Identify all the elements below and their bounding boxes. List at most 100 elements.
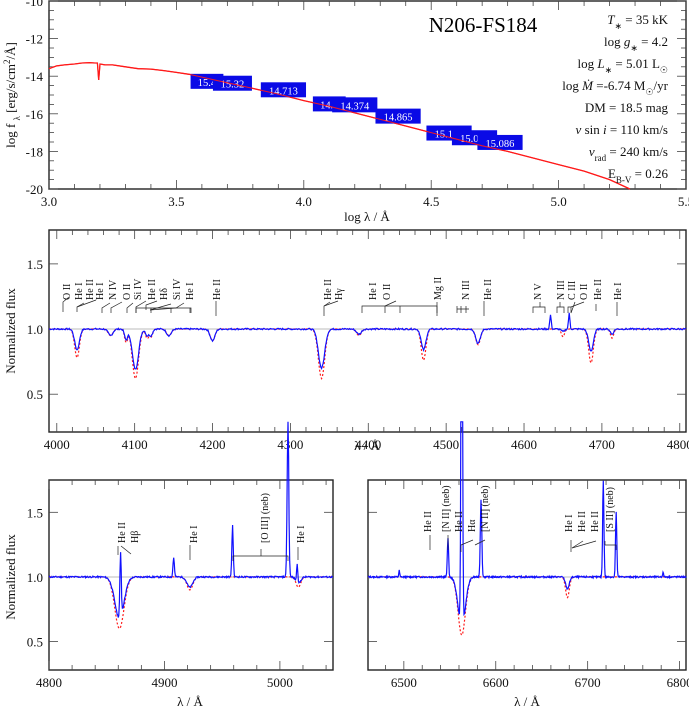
- photometry-marker: 15.086: [477, 134, 523, 150]
- line-identification: He II: [212, 279, 223, 300]
- halpha-x-axis-label: λ / Å: [514, 694, 540, 709]
- y-tick-label: 1.0: [27, 570, 43, 585]
- x-tick-label: 4800: [36, 675, 62, 690]
- line-identification: N V: [533, 282, 544, 300]
- svg-text:15.127: 15.127: [435, 130, 464, 141]
- line-identification: He II: [593, 279, 604, 300]
- observed-spectrum: [48, 312, 687, 371]
- model-sed-line: [48, 62, 631, 190]
- line-identification: He II: [117, 522, 128, 543]
- line-identification: He I: [185, 283, 196, 301]
- line-identification: O II: [122, 284, 133, 300]
- line-identification: O II: [382, 284, 393, 300]
- svg-text:14.865: 14.865: [384, 113, 413, 124]
- y-tick-label: 0.5: [27, 635, 43, 650]
- line-identification: He I: [368, 283, 379, 301]
- observed-spectrum: [48, 421, 334, 618]
- line-identification: Hα: [467, 519, 478, 532]
- x-tick-label: 4.0: [296, 194, 312, 209]
- stellar-parameter-7: EB-V = 0.26: [608, 166, 669, 185]
- y-tick-label: 1.0: [27, 322, 43, 337]
- line-identification: [O III] (neb): [260, 493, 271, 543]
- plot-frame: [48, 0, 687, 190]
- star-name-title: N206-FS184: [429, 13, 538, 37]
- line-identification: He I: [564, 515, 575, 533]
- y-tick-label: -16: [26, 107, 44, 122]
- line-identification: N III: [461, 280, 472, 300]
- sed-x-axis-label: log λ / Å: [344, 209, 390, 224]
- x-tick-label: 4400: [355, 437, 381, 452]
- line-identification: He II: [423, 511, 434, 532]
- svg-text:14.374: 14.374: [340, 101, 370, 112]
- svg-text:14.713: 14.713: [269, 86, 298, 97]
- x-tick-label: 4000: [44, 437, 70, 452]
- x-tick-label: 3.0: [41, 194, 57, 209]
- line-identification: He II: [323, 279, 334, 300]
- x-tick-label: 6700: [575, 675, 601, 690]
- line-identification: [N II] (neb): [441, 485, 452, 532]
- line-identification: Si IV: [133, 278, 144, 300]
- observed-spectrum: [367, 421, 687, 617]
- photometry-marker: 14.374: [332, 97, 378, 113]
- stellar-parameter-3: log Ṁ =-6.74 M☉/yr: [562, 78, 668, 97]
- svg-text:15.086: 15.086: [486, 139, 515, 150]
- photometry-marker: 15.32: [212, 75, 252, 91]
- y-tick-label: -10: [26, 0, 43, 9]
- blue-x-axis-label: λ / Å: [354, 438, 380, 453]
- line-identification: Hβ: [130, 531, 141, 543]
- line-identification: Si IV: [172, 278, 183, 300]
- line-identification: N IV: [108, 279, 119, 300]
- x-tick-label: 4700: [589, 437, 615, 452]
- line-identification: C III: [567, 281, 578, 300]
- line-identification: He II: [454, 511, 465, 532]
- line-identification: He I: [613, 283, 624, 301]
- x-tick-label: 6600: [483, 675, 509, 690]
- x-tick-label: 5.5: [678, 194, 689, 209]
- line-identification: [S II] (neb): [605, 487, 616, 532]
- x-tick-label: 4300: [277, 437, 303, 452]
- plot-frame: [48, 229, 687, 433]
- x-tick-label: 4.5: [423, 194, 439, 209]
- line-identification: He I: [95, 283, 106, 301]
- line-identification: O II: [579, 284, 590, 300]
- plot-frame: [367, 479, 687, 671]
- hbeta-y-axis-label: Normalized flux: [3, 534, 18, 620]
- x-tick-label: 6500: [391, 675, 417, 690]
- y-tick-label: 1.5: [27, 257, 43, 272]
- blue-spectrum-panel: 4000 4100 4200 4300 4400 4500 4600 4700 4800 0.5 1…: [27, 229, 689, 452]
- line-identification: He II: [590, 511, 601, 532]
- svg-text:15.086: 15.086: [460, 134, 489, 145]
- model-spectrum: [49, 328, 686, 381]
- line-identification: He I: [74, 283, 85, 301]
- y-tick-label: 1.5: [27, 505, 43, 520]
- line-identification: He II: [147, 279, 158, 300]
- hbeta-spectrum-panel: 4800 4900 5000 0.5 1.0 1.5 He II Hβ He I [O III] …: [27, 421, 334, 690]
- line-identification: He I: [189, 526, 200, 544]
- sed-panel: 3.0 3.5 4.0 4.5 5.0 5.5 -10 -12 -14 -16 -18 -20 15.4…: [26, 0, 689, 209]
- y-tick-label: -18: [26, 144, 43, 159]
- y-tick-label: -14: [26, 69, 44, 84]
- halpha-spectrum-panel: 6500660067006800He II[N II] (neb)He IIHα…: [367, 421, 689, 690]
- line-identification: Hδ: [159, 288, 170, 300]
- hbeta-x-axis-label: λ / Å: [177, 694, 203, 709]
- stellar-parameter-1: log g∗ = 4.2: [604, 34, 668, 53]
- x-tick-label: 5000: [267, 675, 293, 690]
- x-tick-label: 4200: [200, 437, 226, 452]
- line-identification: N III: [556, 280, 567, 300]
- line-identification: Mg II: [433, 277, 444, 300]
- line-identification: Hγ: [334, 288, 345, 300]
- svg-text:15.32: 15.32: [221, 80, 245, 91]
- line-identification: He II: [85, 279, 96, 300]
- stellar-parameter-6: vrad = 240 km/s: [589, 144, 668, 163]
- x-tick-label: 3.5: [168, 194, 184, 209]
- y-tick-label: 0.5: [27, 387, 43, 402]
- svg-text:15.4: 15.4: [198, 78, 217, 89]
- photometry-marker: 14.713: [260, 82, 307, 98]
- line-identification: He II: [483, 279, 494, 300]
- stellar-parameter-0: T∗ = 35 kK: [607, 12, 668, 31]
- blue-y-axis-label: Normalized flux: [3, 288, 18, 374]
- line-identification: He I: [296, 526, 307, 544]
- line-identification: O II: [62, 284, 73, 300]
- y-tick-label: -12: [26, 32, 43, 47]
- x-tick-label: 4600: [511, 437, 537, 452]
